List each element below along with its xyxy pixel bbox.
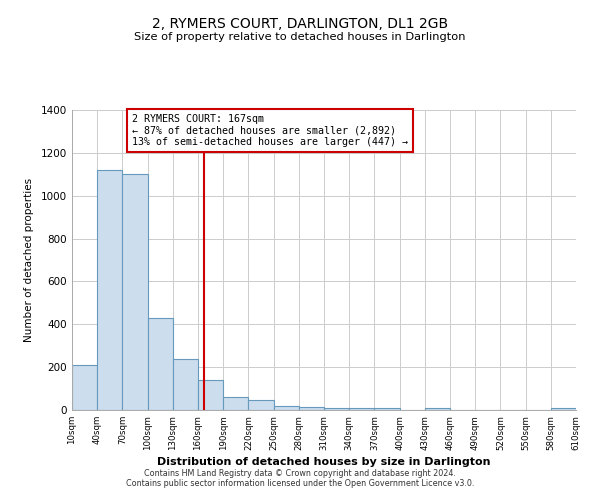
Y-axis label: Number of detached properties: Number of detached properties: [24, 178, 34, 342]
Bar: [72, 365, 97, 410]
Text: 2, RYMERS COURT, DARLINGTON, DL1 2GB: 2, RYMERS COURT, DARLINGTON, DL1 2GB: [152, 18, 448, 32]
Bar: [374, 408, 400, 410]
Text: Contains HM Land Registry data © Crown copyright and database right 2024.: Contains HM Land Registry data © Crown c…: [144, 468, 456, 477]
Bar: [299, 407, 324, 410]
Text: Size of property relative to detached houses in Darlington: Size of property relative to detached ho…: [134, 32, 466, 42]
Bar: [223, 397, 248, 410]
Bar: [551, 408, 576, 410]
X-axis label: Distribution of detached houses by size in Darlington: Distribution of detached houses by size …: [157, 456, 491, 466]
Bar: [198, 380, 223, 410]
Bar: [173, 358, 198, 410]
Bar: [349, 408, 374, 410]
Bar: [148, 318, 173, 410]
Bar: [248, 400, 274, 410]
Bar: [274, 406, 299, 410]
Bar: [97, 170, 122, 410]
Bar: [425, 408, 450, 410]
Bar: [324, 408, 349, 410]
Text: Contains public sector information licensed under the Open Government Licence v3: Contains public sector information licen…: [126, 478, 474, 488]
Bar: [122, 174, 148, 410]
Text: 2 RYMERS COURT: 167sqm
← 87% of detached houses are smaller (2,892)
13% of semi-: 2 RYMERS COURT: 167sqm ← 87% of detached…: [133, 114, 409, 148]
